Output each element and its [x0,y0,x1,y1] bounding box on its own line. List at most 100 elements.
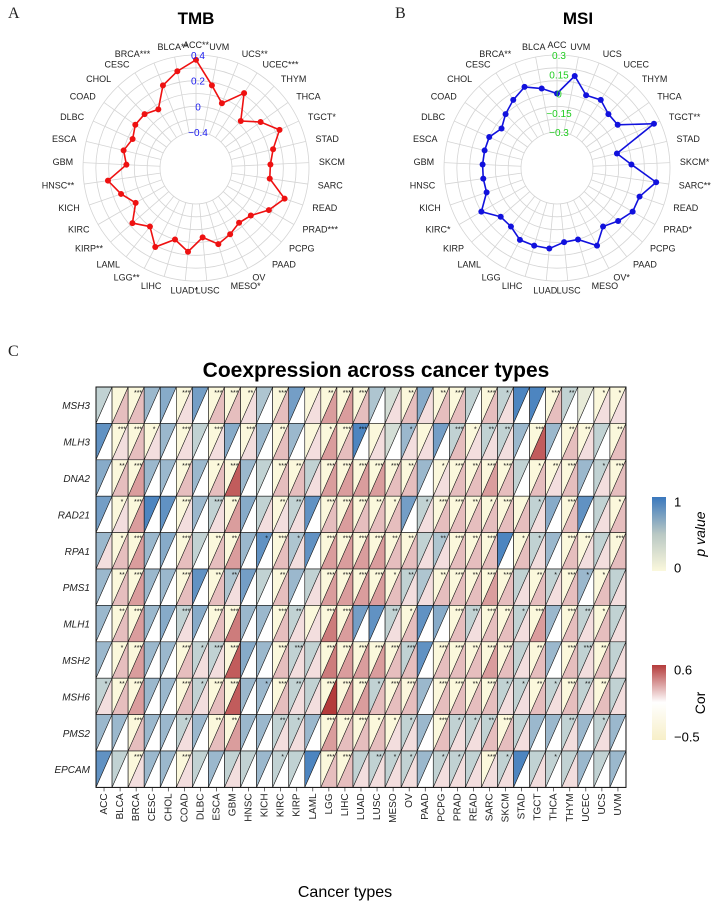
cell-diagonal [288,496,306,533]
significance-label: * [201,645,204,652]
cell-diagonal [416,532,434,570]
cell-diagonal [352,568,370,606]
cell-diagonal [272,750,289,788]
coexpression-heatmap: MSH3*** *** *** *** ** *** ** *** *** ** ** *** *** *… [54,386,627,823]
significance-label: *** [134,499,142,506]
significance-label: * [442,463,445,470]
significance-label: * [121,499,124,506]
cell-diagonal [497,750,514,788]
cell-diagonal [127,678,145,715]
msi-point-thca [614,121,621,128]
significance-label: *** [455,536,463,543]
tmb-category-label: LAML [96,260,120,270]
msi-spoke [458,185,527,225]
significance-label: *** [214,608,222,615]
tmb-point-chol [141,111,148,118]
significance-label: ** [601,681,607,688]
cell-diagonal [240,641,257,679]
cell-diagonal [449,641,466,679]
significance-label: ** [585,536,591,543]
cell-diagonal [192,714,209,752]
tmb-category-label: DLBC [60,112,85,122]
cell-diagonal [368,532,386,570]
significance-label: *** [616,536,624,543]
cell-diagonal [288,714,306,752]
cell-diagonal [143,532,161,570]
cell-diagonal [352,678,370,715]
col-label-gbm: GBM [228,793,239,816]
significance-label: * [538,463,541,470]
tmb-point-lusc [199,234,206,241]
significance-label: *** [327,536,335,543]
cell-diagonal [609,386,627,424]
significance-label: ** [408,572,414,579]
col-label-skcm: SKCM [501,793,512,822]
significance-label: *** [134,426,142,433]
significance-label: *** [552,390,560,397]
msi-spoke [570,62,600,135]
significance-label: *** [214,499,222,506]
msi-spoke [563,56,579,133]
significance-label: *** [439,681,447,688]
msi-point-kirc [478,208,485,215]
tmb-spoke [226,185,295,225]
cell-diagonal [529,568,546,606]
cell-diagonal [416,641,434,679]
col-label-lgg: LGG [324,793,335,814]
cell-diagonal [497,532,514,570]
cell-diagonal [272,568,289,606]
cell-diagonal [176,568,193,606]
significance-label: *** [359,536,367,543]
cell-diagonal [240,750,257,788]
cell-diagonal [432,678,450,715]
significance-label: * [442,754,445,761]
cell-diagonal [111,423,129,460]
cell-diagonal [449,423,466,460]
significance-label: *** [343,463,351,470]
msi-spoke [514,62,544,135]
cell-diagonal [513,532,530,570]
cell-diagonal [159,605,177,642]
cell-diagonal [593,714,611,752]
tmb-point-ov [227,231,234,238]
tmb-point-blca [174,68,181,75]
msi-spoke [576,72,619,138]
cell-diagonal [192,750,209,788]
cell-diagonal [159,386,177,424]
tmb-category-label: LIHC [141,281,162,291]
msi-category-label: GBM [414,157,435,167]
tmb-point-brca [159,82,166,89]
significance-label: *** [279,681,287,688]
cell-diagonal [304,459,322,497]
significance-label: *** [279,536,287,543]
cell-diagonal [304,678,322,715]
significance-label: ** [280,572,286,579]
cell-diagonal [240,532,257,570]
tmb-spoke [199,203,208,281]
tmb-category-label: ACC** [183,40,210,50]
cell-diagonal [159,532,177,570]
cell-diagonal [432,423,450,460]
msi-point-lusc [561,239,568,246]
significance-label: *** [343,572,351,579]
msi-point-coad [498,125,505,132]
cell-diagonal [95,605,113,642]
cell-diagonal [449,496,466,533]
msi-point-skcm [628,161,635,168]
significance-label: *** [134,608,142,615]
significance-label: *** [375,536,383,543]
cell-diagonal [400,386,418,424]
cell-diagonal [127,714,145,752]
cell-diagonal [577,496,595,533]
cell-diagonal [143,423,161,460]
cell-diagonal [111,496,129,533]
significance-label: *** [182,645,190,652]
col-label-pcpg: PCPG [436,793,447,822]
significance-label: *** [118,426,126,433]
cell-diagonal [577,605,595,642]
cell-diagonal [288,386,306,424]
tmb-category-label: OV [252,272,265,282]
cell-diagonal [593,678,611,715]
significance-label: ** [473,645,479,652]
cell-diagonal [159,750,177,788]
